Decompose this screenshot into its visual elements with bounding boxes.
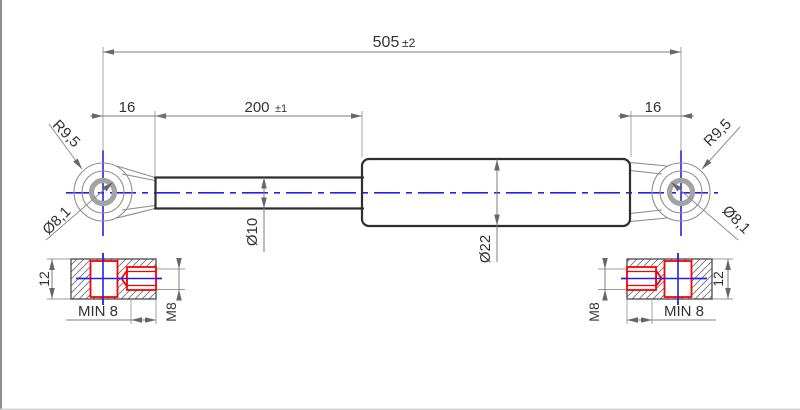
leader-lines: [45, 123, 741, 241]
dim-right-eye-offset: 16: [645, 99, 662, 116]
dim-extended-tolerance: ±1: [275, 103, 287, 115]
left-eyelet: [73, 162, 156, 222]
dim-left-thread-depth: MIN 8: [78, 303, 118, 320]
right-eye-hole-ring: [666, 177, 696, 207]
right-eyelet: [629, 161, 711, 223]
dim-right-thread-depth: MIN 8: [664, 303, 704, 320]
dim-right-boss-width: 12: [710, 271, 726, 287]
right-eyelet-tangent: [629, 217, 668, 223]
piston-rod: [153, 176, 365, 210]
left-eyelet-tangent: [121, 173, 156, 182]
dim-extended-length: 200: [244, 99, 269, 116]
label-left-eye-radius: R9,5: [49, 117, 83, 151]
dim-overall-length: 505: [373, 34, 400, 51]
dimension-lines: [49, 49, 731, 323]
dim-left-boss-width: 12: [36, 271, 52, 287]
right-boss-section: [621, 253, 713, 305]
label-left-eye-hole: Ø8,1: [39, 203, 74, 238]
label-right-eye-hole: Ø8,1: [719, 202, 754, 237]
leader-left-hole: [45, 181, 114, 241]
left-eyelet-tangent: [116, 165, 156, 179]
left-eye-hole-ring: [88, 177, 118, 207]
right-eyelet-tangent: [629, 209, 663, 215]
label-right-eye-radius: R9,5: [701, 116, 735, 150]
right-eyelet-tangent: [629, 161, 668, 167]
leader-left-radius: [48, 123, 83, 170]
left-eyelet-tangent: [116, 207, 156, 219]
left-boss-section: [70, 253, 162, 305]
dim-overall-tolerance: ±2: [402, 36, 416, 50]
right-eyelet-inner-circle: [659, 170, 703, 214]
dim-rod-diameter: Ø10: [244, 218, 261, 246]
leader-right-hole: [670, 181, 739, 241]
right-eyelet-outer-circle: [651, 162, 711, 222]
dim-right-thread: M8: [586, 302, 602, 322]
right-eyelet-tangent: [629, 169, 663, 175]
left-eyelet-tangent: [121, 204, 156, 211]
left-eyelet-inner-circle: [81, 170, 125, 214]
left-eyelet-outer-circle: [73, 162, 133, 222]
dim-left-thread: M8: [163, 302, 179, 322]
leader-right-radius: [701, 126, 741, 170]
extension-lines: [47, 47, 733, 324]
dim-tube-diameter: Ø22: [477, 235, 494, 263]
centerlines: [66, 150, 718, 305]
dim-left-eye-offset: 16: [119, 99, 136, 116]
gas-spring-tube: [360, 157, 632, 228]
